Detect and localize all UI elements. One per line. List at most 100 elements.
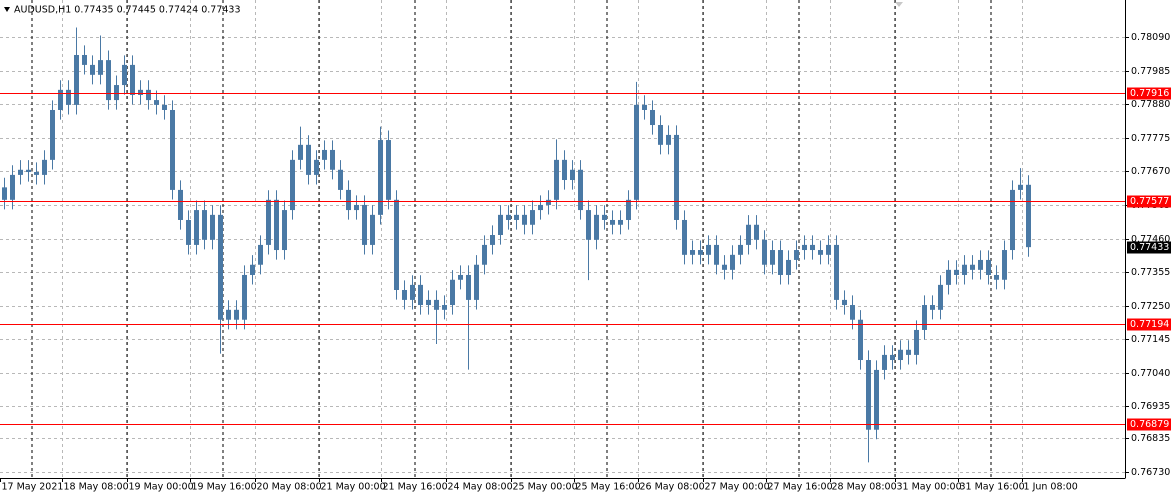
- y-tick-label: 0.77250: [1131, 301, 1170, 312]
- level-label-box: [1127, 318, 1171, 331]
- y-tick-label: 0.77880: [1131, 99, 1170, 110]
- candle-body: [522, 214, 527, 225]
- candle-body: [690, 250, 695, 255]
- x-tick-label: 1 Jun 08:00: [1024, 482, 1078, 493]
- candle-body: [130, 64, 135, 95]
- candle-body: [642, 104, 647, 110]
- y-tick-label: 0.77145: [1131, 334, 1170, 345]
- candle-body: [922, 305, 927, 330]
- candle-body: [658, 125, 663, 145]
- candle-body: [82, 54, 87, 65]
- candle-body: [834, 244, 839, 300]
- candle-body: [706, 244, 711, 255]
- candle-body: [730, 254, 735, 270]
- candle-body: [570, 169, 575, 181]
- candle-body: [154, 100, 159, 105]
- x-tick-label: 31 May 16:00: [960, 482, 1025, 493]
- candle-body: [66, 89, 71, 105]
- x-tick-label: 25 May 00:00: [513, 482, 578, 493]
- candle-body: [786, 259, 791, 275]
- candle-body: [194, 210, 199, 245]
- candle-body: [98, 60, 103, 75]
- candle-body: [218, 214, 223, 320]
- candle-body: [698, 250, 703, 255]
- candle-body: [266, 199, 271, 245]
- candle-body: [2, 187, 7, 200]
- x-tick-label: 19 May 00:00: [129, 482, 194, 493]
- candle-body: [426, 299, 431, 306]
- candle-body: [578, 169, 583, 211]
- y-tick-label: 0.76835: [1131, 433, 1170, 444]
- candle-body: [138, 89, 143, 95]
- candle-body: [802, 244, 807, 251]
- shift-marker: [895, 2, 903, 7]
- candle-body: [546, 199, 551, 205]
- candle-body: [122, 64, 127, 86]
- x-tick-label: 27 May 00:00: [705, 482, 770, 493]
- candle-body: [594, 214, 599, 240]
- day-separators: [31, 0, 992, 478]
- x-tick-label: 21 May 16:00: [383, 482, 448, 493]
- candle-body: [250, 264, 255, 275]
- y-tick-label: 0.77670: [1131, 166, 1170, 177]
- candle-body: [274, 199, 279, 251]
- candle-body: [298, 144, 303, 160]
- candle-body: [906, 349, 911, 355]
- candle-body: [938, 284, 943, 310]
- candle-body: [818, 250, 823, 255]
- candle-body: [674, 134, 679, 220]
- y-tick-label: 0.77775: [1131, 133, 1170, 144]
- candle-body: [538, 204, 543, 211]
- candle-body: [146, 89, 151, 101]
- x-tick-label: 25 May 16:00: [576, 482, 641, 493]
- candle-body: [114, 85, 119, 101]
- candle-body: [106, 60, 111, 101]
- candle-body: [1018, 184, 1023, 190]
- candle-body: [186, 219, 191, 245]
- candle-body: [530, 210, 535, 225]
- candle-body: [170, 109, 175, 190]
- candle-body: [754, 224, 759, 240]
- chart-title: AUDUSD,H1 0.77435 0.77445 0.77424 0.7743…: [14, 5, 241, 16]
- candle-body: [826, 244, 831, 255]
- candle-body: [946, 269, 951, 285]
- candle-body: [554, 159, 559, 200]
- candle-body: [34, 172, 39, 175]
- x-tick-label: 20 May 08:00: [257, 482, 322, 493]
- candle-body: [306, 144, 311, 175]
- candle-body: [370, 214, 375, 245]
- candle-body: [746, 224, 751, 245]
- candle-body: [610, 219, 615, 225]
- candle-body: [962, 264, 967, 275]
- candle-body: [58, 89, 63, 110]
- candle-body: [474, 264, 479, 300]
- candle-body: [202, 210, 207, 240]
- candle-body: [986, 259, 991, 275]
- candle-body: [418, 284, 423, 306]
- level-label: 0.76879: [1130, 419, 1169, 430]
- candle-body: [994, 274, 999, 280]
- candle-body: [362, 204, 367, 245]
- candle-body: [650, 109, 655, 126]
- candle-body: [810, 244, 815, 251]
- x-tick-label: 28 May 08:00: [832, 482, 897, 493]
- candle-body: [866, 360, 871, 430]
- candle-body: [394, 199, 399, 290]
- levels: [0, 93, 1125, 425]
- candle-body: [258, 244, 263, 265]
- candle-body: [858, 319, 863, 361]
- level-label-box: [1127, 87, 1171, 100]
- x-tick-label: 21 May 00:00: [321, 482, 386, 493]
- y-tick-label: 0.76730: [1131, 467, 1170, 478]
- candle-body: [914, 329, 919, 355]
- candle-body: [346, 189, 351, 211]
- candle-body: [410, 284, 415, 300]
- candle-body: [490, 235, 495, 245]
- x-tick-label: 26 May 08:00: [640, 482, 705, 493]
- x-tick-label: 24 May 08:00: [448, 482, 513, 493]
- level-label: 0.77916: [1130, 88, 1169, 99]
- candle-body: [882, 354, 887, 370]
- candle-body: [210, 214, 215, 240]
- candle-body: [1002, 250, 1007, 280]
- x-tick-label: 17 May 2021: [2, 482, 64, 493]
